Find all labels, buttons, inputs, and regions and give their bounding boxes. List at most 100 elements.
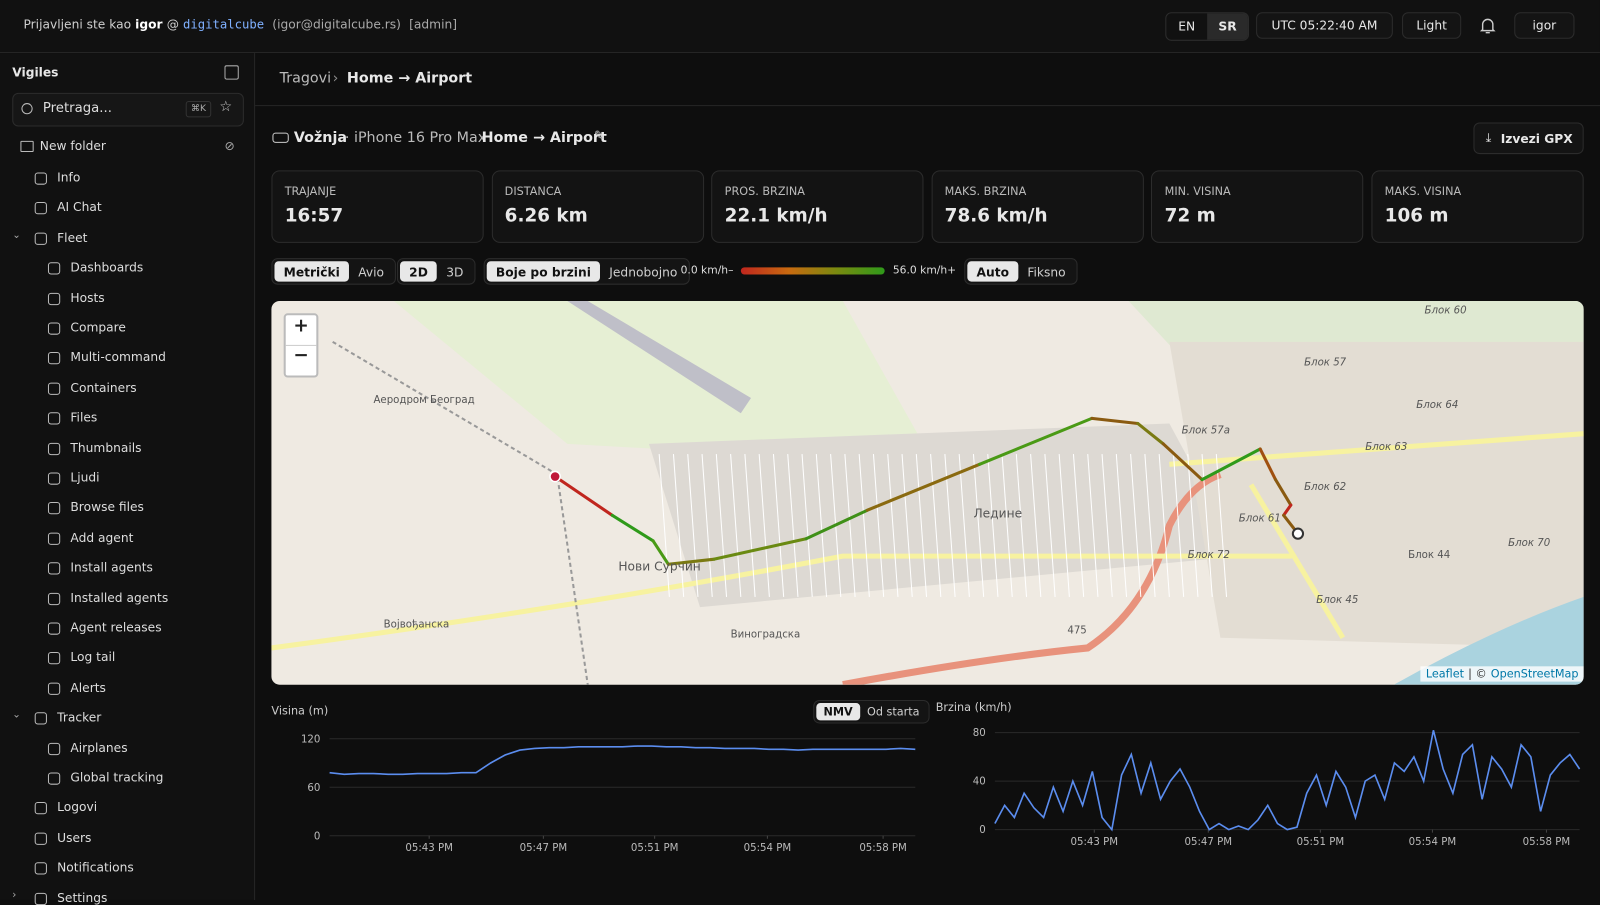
- map-label: Блок 45: [1316, 595, 1358, 606]
- map-label: Блок 62: [1304, 482, 1346, 493]
- nav-item[interactable]: Info: [57, 170, 81, 185]
- street: [1101, 454, 1113, 597]
- map[interactable]: Нови Сурчин Ледине Блок 45 Блок 70 Блок 72 Бл…: [271, 301, 1584, 685]
- stat-card: MIN. VISINA 72 m: [1151, 170, 1364, 243]
- nav-item[interactable]: Containers: [70, 380, 137, 395]
- zoom-out[interactable]: −: [293, 344, 309, 367]
- nav-item[interactable]: Users: [57, 830, 92, 845]
- breadcrumb-sep: ›: [332, 70, 339, 87]
- nav-item[interactable]: Global tracking: [70, 770, 164, 785]
- trip-name: Home → Airport: [481, 129, 607, 146]
- attribution-part[interactable]: OpenStreetMap: [1490, 667, 1579, 681]
- toggle-option[interactable]: NMV: [816, 703, 860, 721]
- zoom-in[interactable]: +: [285, 315, 317, 346]
- toggle-group: Auto Fiksno: [964, 258, 1078, 285]
- street: [930, 454, 942, 597]
- nav-item[interactable]: Ljudi: [70, 470, 100, 485]
- nav-item[interactable]: Add agent: [70, 530, 134, 545]
- breadcrumb-root[interactable]: Tragovi: [279, 70, 332, 87]
- map-label: Нови Сурчин: [618, 559, 700, 573]
- nav-item[interactable]: Alerts: [70, 680, 106, 695]
- nav-item[interactable]: Multi-command: [70, 350, 166, 365]
- toggle-group: Metrički Avio: [271, 258, 397, 285]
- chevron: ⌄: [12, 229, 21, 241]
- theme-toggle[interactable]: Light: [1402, 12, 1462, 39]
- nav-item[interactable]: AI Chat: [57, 200, 102, 215]
- item-icon: [34, 712, 47, 725]
- attribution-part[interactable]: Leaflet: [1425, 667, 1465, 681]
- toggle-option[interactable]: Jednobojno: [609, 265, 678, 280]
- toggle-option[interactable]: Fiksno: [1027, 265, 1066, 280]
- map-label: Ледине: [973, 506, 1022, 520]
- item-icon: [47, 772, 61, 785]
- x-tick-label: 05:54 PM: [744, 843, 792, 854]
- edit-icon[interactable]: ✎: [593, 128, 606, 144]
- data-line: [329, 745, 916, 776]
- toggle-option[interactable]: Avio: [358, 265, 385, 280]
- residential: [1169, 341, 1584, 648]
- item-icon: [47, 352, 61, 365]
- toggle-option[interactable]: Auto: [967, 261, 1019, 282]
- language-option[interactable]: EN: [1178, 19, 1196, 34]
- street: [1072, 454, 1085, 597]
- item-icon: [47, 532, 61, 545]
- highway: [842, 471, 1222, 685]
- notifications-bell[interactable]: [1479, 16, 1496, 34]
- chevron: ⌄: [12, 709, 21, 721]
- toggle-option[interactable]: Metrički: [274, 261, 350, 282]
- y-tick-label: 0: [979, 825, 985, 836]
- street: [915, 454, 928, 597]
- street: [958, 454, 970, 597]
- stat-value: 72 m: [1164, 205, 1216, 227]
- nav-item[interactable]: Compare: [70, 320, 126, 335]
- nav-item[interactable]: Logovi: [57, 800, 98, 815]
- map-label: Блок 44: [1408, 550, 1450, 561]
- login-at: @: [166, 17, 179, 32]
- nav-item[interactable]: Log tail: [70, 650, 116, 665]
- nav-item[interactable]: Files: [70, 410, 98, 425]
- nav-item[interactable]: Dashboards: [70, 260, 144, 275]
- stat-card: DISTANCA 6.26 km: [491, 170, 704, 243]
- clock[interactable]: UTC 05:22:40 AM: [1256, 12, 1393, 39]
- item-icon: [34, 202, 47, 215]
- toggle-option[interactable]: 3D: [446, 265, 464, 280]
- item-icon: [47, 742, 61, 755]
- nav-item[interactable]: Install agents: [70, 560, 153, 575]
- search-shortcut: ⌘K: [185, 101, 212, 118]
- stat-card: TRAJANJE 16:57: [271, 170, 484, 243]
- folder-label[interactable]: New folder: [39, 138, 106, 154]
- route-segment: [1258, 447, 1278, 482]
- nav-item[interactable]: Fleet: [57, 230, 88, 245]
- nav-item[interactable]: Installed agents: [70, 590, 169, 605]
- nav-item[interactable]: Browse files: [70, 500, 144, 515]
- nav-item[interactable]: Airplanes: [70, 740, 128, 755]
- language-option[interactable]: SR: [1207, 13, 1248, 40]
- nav-item[interactable]: Notifications: [57, 860, 134, 875]
- toggle-option[interactable]: Boje po brzini: [486, 261, 601, 282]
- login-login_prefix: Prijavljeni ste kao: [23, 17, 132, 32]
- search-box[interactable]: Pretraga... ⌘K ☆: [12, 92, 244, 127]
- map-label: Блок 70: [1508, 538, 1550, 549]
- residential: [648, 423, 1241, 608]
- route-segment: [1136, 421, 1165, 446]
- stat-value: 16:57: [284, 205, 344, 227]
- toggle-option[interactable]: Od starta: [867, 705, 920, 719]
- user-menu[interactable]: igor: [1514, 12, 1575, 39]
- login-info: Prijavljeni ste kao igor @ digitalcube (igor…: [23, 17, 457, 31]
- stat-label: DISTANCA: [504, 184, 562, 198]
- item-icon: [34, 892, 47, 905]
- nav-item[interactable]: Settings: [57, 890, 108, 905]
- nav-item[interactable]: Tracker: [57, 710, 102, 725]
- data-line: [994, 730, 1581, 832]
- export-button[interactable]: Izvezi GPX: [1473, 122, 1584, 155]
- y-tick-label: 40: [973, 777, 986, 788]
- nav-item[interactable]: Hosts: [70, 290, 105, 305]
- nav-item[interactable]: Agent releases: [70, 620, 162, 635]
- street: [1087, 454, 1099, 597]
- nav-item[interactable]: Thumbnails: [70, 440, 142, 455]
- toggle-option[interactable]: 2D: [399, 261, 438, 282]
- collapse-icon[interactable]: [224, 65, 239, 80]
- street: [715, 454, 728, 597]
- street: [1015, 454, 1028, 597]
